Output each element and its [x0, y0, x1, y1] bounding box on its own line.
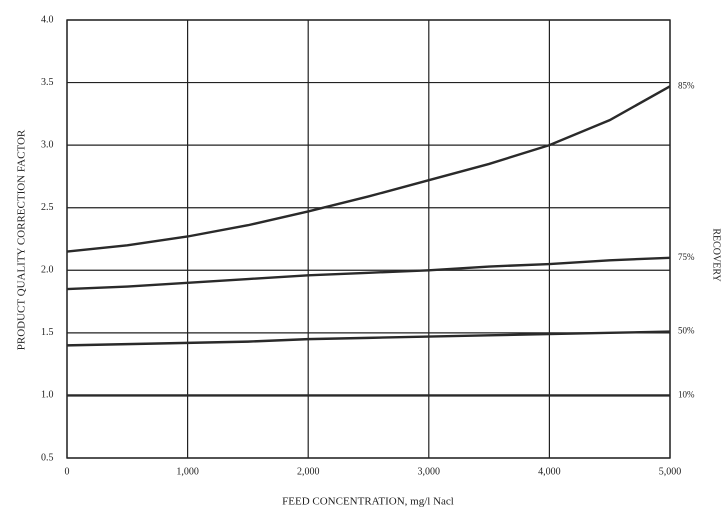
- x-tick-label: 5,000: [659, 466, 682, 477]
- legend-entry: 10%: [678, 389, 695, 399]
- plot-frame: [67, 20, 670, 458]
- y-tick-label: 3.0: [41, 139, 54, 150]
- y-tick-label: 3.5: [41, 77, 54, 88]
- line: [67, 258, 670, 289]
- legend-entry: 85%: [678, 80, 695, 90]
- y-tick-label: 1.5: [41, 327, 54, 338]
- y-tick-label: 2.5: [41, 202, 54, 213]
- y-tick-label: 0.5: [41, 452, 54, 463]
- x-tick-label: 2,000: [297, 466, 320, 477]
- x-tick-label: 0: [65, 466, 70, 477]
- y-tick-label: 4.0: [41, 14, 54, 25]
- y-tick-label: 2.0: [41, 265, 54, 276]
- x-tick-label: 1,000: [176, 466, 199, 477]
- line: [67, 86, 670, 251]
- x-tick-label: 3,000: [418, 466, 441, 477]
- y-tick-label: 1.0: [41, 390, 54, 401]
- chart: PRODUCT QUALITY CORRECTION FACTOR FEED C…: [0, 0, 726, 512]
- line: [67, 332, 670, 346]
- legend-title: RECOVERY: [711, 228, 722, 281]
- x-axis-label: FEED CONCENTRATION, mg/l Nacl: [282, 496, 454, 508]
- x-tick-label: 4,000: [538, 466, 561, 477]
- legend-entry: 75%: [678, 252, 695, 262]
- y-axis-label: PRODUCT QUALITY CORRECTION FACTOR: [16, 129, 28, 350]
- legend-entry: 50%: [678, 326, 695, 336]
